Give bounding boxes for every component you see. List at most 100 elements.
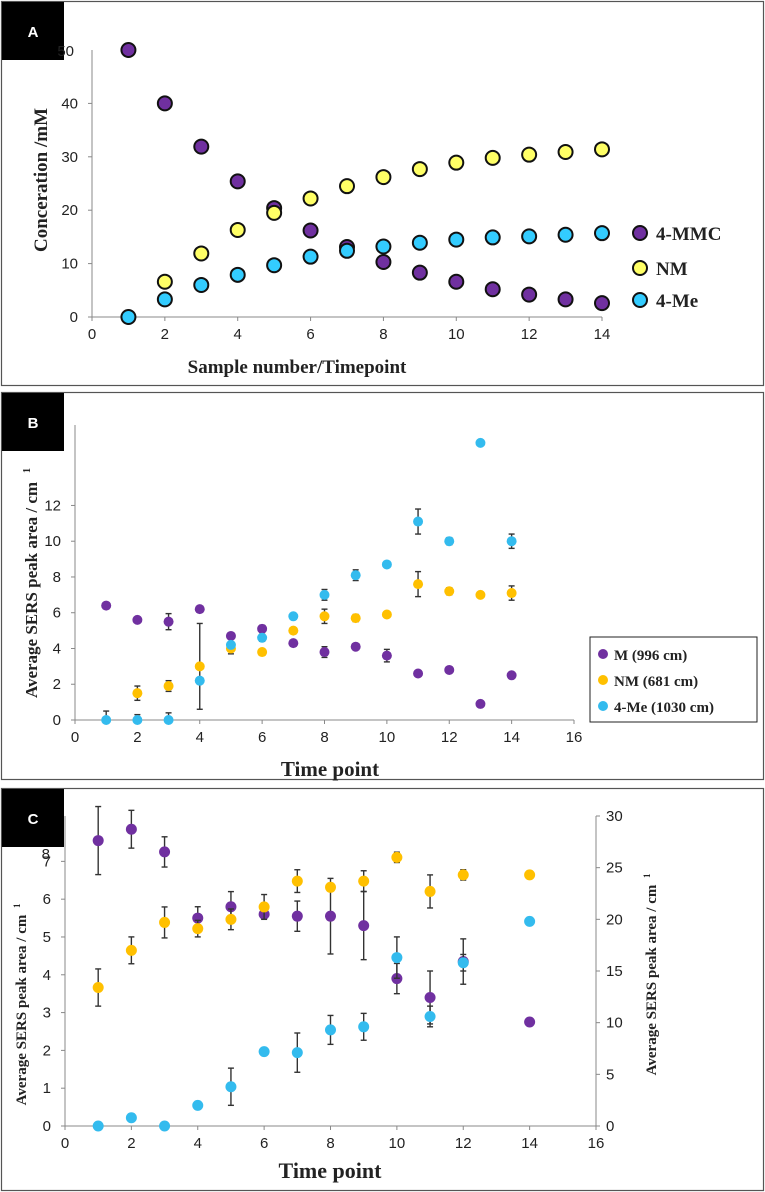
panel-a-x-tick-0: 0: [88, 326, 96, 343]
point-c-nm-6: [258, 901, 270, 913]
point-b-4-me-1030-cm-9: [350, 570, 361, 581]
point-c-4-me-11: [424, 1010, 436, 1022]
point-a-4-me-4: [229, 266, 246, 283]
point-b-4-me-1030-cm-8: [319, 589, 330, 600]
panel-c-y-right-tick-5: 5: [606, 1066, 614, 1083]
panel-c-x-tick-16: 16: [588, 1135, 605, 1152]
point-c-nm-7: [291, 875, 303, 887]
panel-c-x-tick-14: 14: [521, 1135, 538, 1152]
point-b-4-me-1030-cm-12: [444, 536, 455, 547]
point-c-nm-8: [325, 881, 336, 893]
point-a-4-mmc-12: [521, 286, 538, 303]
point-a-4-me-9: [411, 234, 428, 251]
point-a-4-me-1: [120, 309, 137, 325]
panel-b-y-tick-4: 4: [53, 640, 61, 657]
panel-b-x-tick-6: 6: [258, 729, 266, 746]
point-c-4-me-12: [457, 957, 469, 969]
point-a-4-me-11: [484, 229, 501, 246]
point-c-m-8: [325, 910, 336, 922]
panel-c-x-tick-6: 6: [260, 1135, 268, 1152]
point-a-4-mmc-8: [375, 253, 392, 270]
panel-a-y-top-label: 50: [57, 43, 74, 60]
point-a-nm-14: [594, 141, 610, 158]
panel-a-x-tick-14: 14: [594, 326, 611, 343]
panel-a-y-tick-10: 10: [61, 256, 78, 273]
point-a-nm-11: [484, 149, 501, 166]
panel-b-y-tick-0: 0: [53, 712, 61, 729]
point-a-nm-7: [339, 178, 355, 195]
panel-a-y-tick-0: 0: [70, 309, 78, 326]
panel-c-y-tick-2: 2: [43, 1042, 51, 1059]
panel-b-legend-box: [589, 636, 758, 723]
panel-c-y-tick-6: 6: [43, 891, 51, 908]
panel-c-y-tick-5: 5: [43, 929, 51, 946]
point-a-nm-4: [229, 221, 246, 238]
point-c-m-1: [92, 835, 104, 847]
panel-c-y-axis-title-right-sup: 1: [642, 873, 652, 878]
panel-a-legend: 4-MMC NM 4-Me: [632, 224, 721, 312]
panel-b-y-tick-8: 8: [53, 569, 61, 586]
panel-c-y-right-tick-0: 0: [606, 1118, 614, 1135]
panel-b-x-axis-title: Time point: [281, 757, 379, 781]
panel-c-frame: [0, 787, 765, 1192]
point-a-4-me-12: [521, 228, 538, 245]
point-c-nm-9: [358, 875, 370, 887]
panel-c-tag: C: [2, 789, 64, 847]
panel-c-y-tick-7: 7: [43, 853, 51, 870]
point-a-4-mmc-1: [120, 42, 137, 58]
point-c-4-me-1: [92, 1120, 104, 1132]
point-a-nm-8: [375, 169, 392, 186]
point-b-4-me-1030-cm-6: [257, 632, 268, 643]
panel-a-y-axis-title: Conceration /mM: [31, 108, 52, 252]
panel-c-y-axis-title-left: Average SERS peak area / cm: [14, 914, 30, 1105]
panel-b-x-tick-16: 16: [566, 729, 583, 746]
point-c-nm-12: [457, 869, 469, 881]
legend-label-nm: NM: [656, 259, 688, 280]
point-c-nm-10: [391, 851, 403, 863]
point-a-4-mmc-10: [448, 273, 465, 290]
point-c-m-7: [291, 910, 303, 922]
point-a-4-me-10: [448, 231, 465, 248]
point-a-4-me-14: [594, 225, 610, 242]
legend-label-4me: 4-Me: [656, 291, 698, 312]
point-a-nm-3: [193, 245, 210, 262]
panel-a-x-tick-2: 2: [161, 326, 169, 343]
panel-a-y-tick-30: 30: [61, 149, 78, 166]
point-a-4-mmc-14: [594, 295, 610, 312]
point-b-nm-681-cm-8: [319, 611, 330, 622]
point-c-nm-5: [225, 913, 237, 925]
panel-b-x-tick-12: 12: [441, 729, 458, 746]
panel-c-x-tick-2: 2: [127, 1135, 135, 1152]
panel-a-x-tick-10: 10: [448, 326, 465, 343]
point-b-nm-681-cm-6: [257, 647, 268, 658]
point-a-4-me-8: [375, 238, 392, 255]
panel-b-x-tick-10: 10: [379, 729, 396, 746]
point-a-4-mmc-9: [411, 264, 428, 281]
point-a-4-me-6: [302, 248, 319, 265]
point-c-nm-1: [92, 982, 104, 994]
point-b-4-me-1030-cm-10: [381, 559, 392, 570]
point-c-4-me-3: [159, 1120, 171, 1132]
point-c-m-9: [358, 920, 370, 932]
point-a-nm-12: [521, 146, 538, 163]
panel-b-tag: B: [2, 393, 64, 451]
panel-c-letter: C: [28, 811, 39, 828]
panel-b-x-tick-0: 0: [71, 729, 79, 746]
legend-marker-nm: [632, 260, 648, 276]
panel-a-y-tick-20: 20: [61, 202, 78, 219]
point-b-m-996-cm-14: [506, 670, 517, 681]
point-b-nm-681-cm-14: [506, 588, 517, 599]
panel-c-y-right-tick-25: 25: [606, 860, 623, 877]
point-c-m-11: [424, 991, 436, 1003]
point-c-m-14: [524, 1016, 536, 1028]
panel-b-x-tick-4: 4: [196, 729, 204, 746]
panel-b-y-axis-title-sup: 1: [22, 468, 33, 473]
point-b-m-996-cm-12: [444, 664, 455, 675]
panel-b-legend: M (996 cm) NM (681 cm) 4-Me (1030 cm): [589, 636, 758, 723]
panel-c-y-tick-3: 3: [43, 1005, 51, 1022]
point-c-nm-3: [159, 916, 171, 928]
point-c-nm-4: [192, 923, 204, 935]
panel-c-y-tick-1: 1: [43, 1080, 51, 1097]
legend-marker-4me: [632, 292, 648, 308]
point-c-4-me-9: [358, 1021, 370, 1033]
